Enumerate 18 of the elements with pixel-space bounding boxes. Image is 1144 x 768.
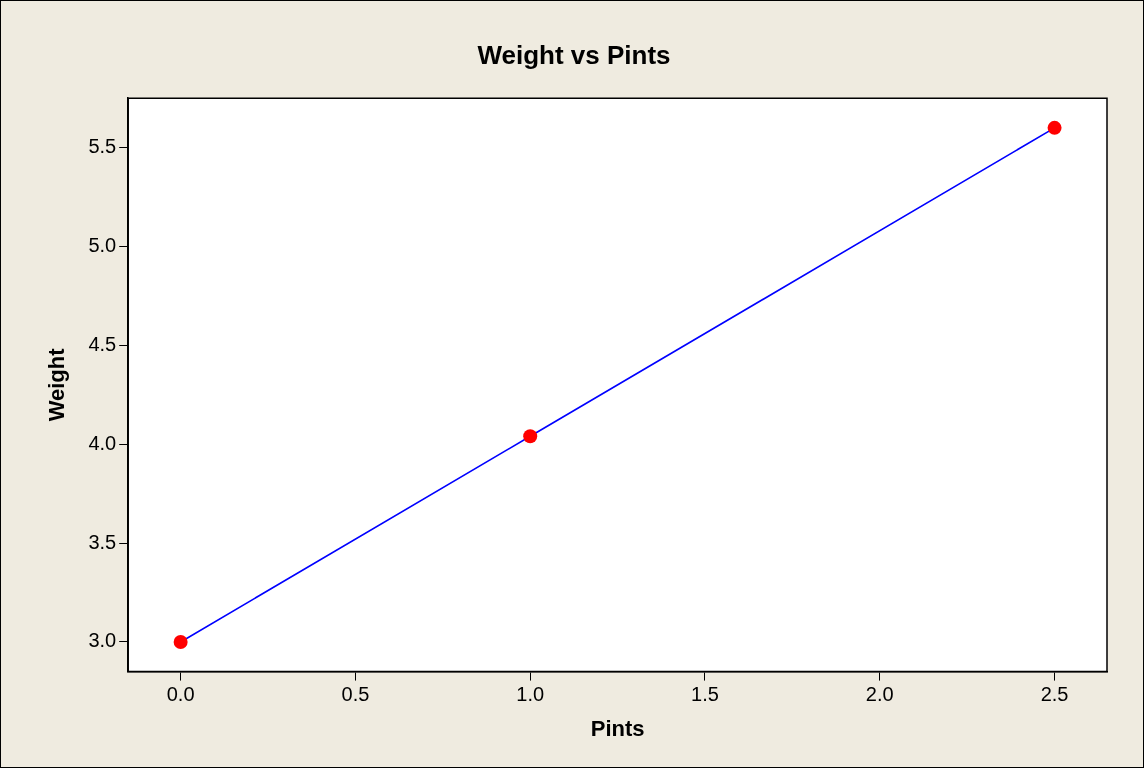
point [173,634,188,649]
chart-title: Weight vs Pints [477,39,671,70]
y-tick-label: 4.0 [88,431,117,454]
y-tick-label: 3.0 [88,629,117,652]
x-tick-label: 0.0 [166,683,195,706]
x-tick-label: 1.5 [691,683,719,706]
x-axis-title: Pints [590,715,645,741]
x-tick-label: 0.5 [341,683,370,706]
x-tick-label: 2.0 [865,683,894,706]
y-tick-label: 5.5 [88,135,117,158]
x-tick-label: 2.5 [1040,683,1069,706]
point [523,429,538,444]
y-tick-label: 4.5 [88,332,117,355]
x-tick-label: 1.0 [516,683,545,706]
point [1047,120,1062,135]
y-tick-label: 5.0 [88,234,117,257]
y-tick-label: 3.5 [88,530,117,553]
y-axis-title: Weight [44,347,70,422]
